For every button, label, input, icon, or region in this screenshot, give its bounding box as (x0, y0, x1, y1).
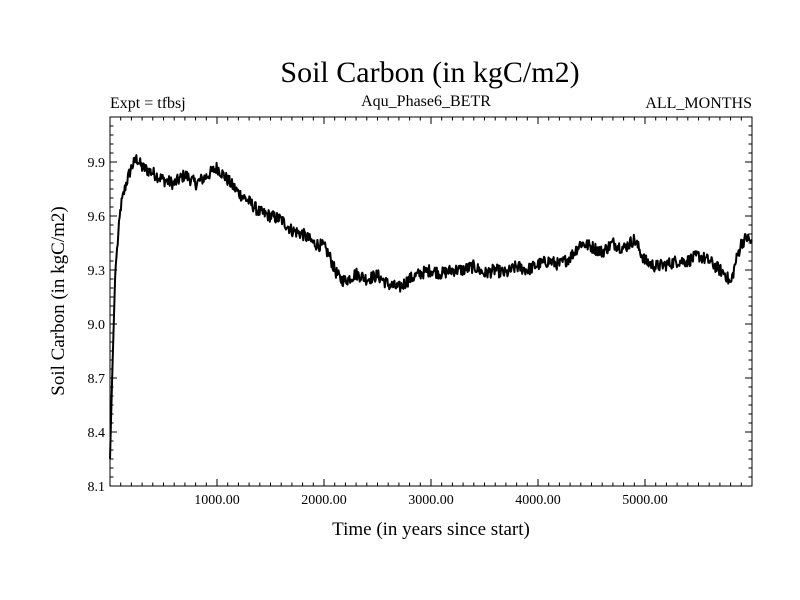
subtitle-dataset: Aqu_Phase6_BETR (361, 93, 491, 110)
x-tick-label: 3000.00 (408, 493, 454, 508)
y-tick-label: 9.3 (88, 264, 106, 279)
y-tick-label: 9.6 (88, 210, 106, 225)
y-tick-label: 8.7 (88, 372, 106, 387)
x-tick-label: 1000.00 (194, 493, 240, 508)
chart-title: Soil Carbon (in kgC/m2) (280, 56, 579, 89)
y-axis-ticks: 8.1 8.4 8.7 9.0 9.3 9.6 9.9 (88, 125, 752, 495)
y-tick-label: 9.0 (88, 318, 106, 333)
x-axis-label: Time (in years since start) (332, 519, 530, 540)
subtitle-months: ALL_MONTHS (645, 95, 752, 112)
series-line (109, 154, 753, 460)
x-axis-ticks: 1000.00 2000.00 3000.00 4000.00 5000.00 (120, 117, 742, 508)
x-tick-label: 5000.00 (622, 493, 668, 508)
plot-frame (109, 116, 753, 487)
subtitle-experiment: Expt = tfbsj (110, 95, 186, 112)
x-tick-label: 2000.00 (301, 493, 347, 508)
series-layer (109, 154, 753, 460)
y-tick-label: 8.1 (88, 480, 106, 495)
y-axis-label: Soil Carbon (in kgC/m2) (48, 206, 69, 395)
y-tick-label: 9.9 (88, 156, 106, 171)
x-tick-label: 4000.00 (515, 493, 561, 508)
y-tick-label: 8.4 (88, 426, 106, 441)
